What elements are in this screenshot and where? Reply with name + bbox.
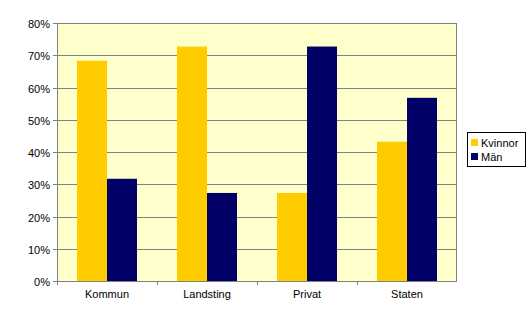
category-label: Kommun [85,288,129,300]
bar [107,179,137,281]
plot-area [57,23,457,281]
tick-label: 50% [28,115,50,127]
tick [53,120,57,121]
tick-label: 40% [28,147,50,159]
legend: Kvinnor Män [468,133,526,167]
bar [377,142,407,281]
grid-line [57,120,457,121]
bar [177,47,207,281]
bar [77,61,107,281]
bar [307,47,337,281]
plot-frame [58,24,457,282]
legend-label: Kvinnor [481,137,519,149]
legend-swatch [471,153,478,160]
grid-line [57,88,457,89]
legend-box [468,133,526,167]
tick [53,23,57,24]
chart: 0% 10% 20% 30% 40% 50% 60% 70% 80% Kommun Landstin… [0,0,529,321]
tick-label: 10% [28,244,50,256]
category-tick [57,281,58,285]
category-label: Privat [293,288,321,300]
bar [407,98,437,281]
category-label: Staten [391,288,423,300]
grid-line [57,55,457,56]
bars [77,47,437,281]
tick-label: 80% [28,18,50,30]
tick-label: 30% [28,179,50,191]
tick [53,55,57,56]
tick [53,184,57,185]
category-tick [257,281,258,285]
tick [53,249,57,250]
legend-swatch [471,139,478,146]
bar [277,193,307,281]
category-tick [357,281,358,285]
tick-label: 70% [28,50,50,62]
tick-label: 60% [28,83,50,95]
category-tick [157,281,158,285]
tick [53,217,57,218]
tick-label: 0% [34,276,50,288]
bar [207,193,237,281]
tick [53,281,57,282]
tick [53,152,57,153]
tick [53,88,57,89]
legend-label: Män [481,151,502,163]
tick-label: 20% [28,212,50,224]
category-label: Landsting [183,288,231,300]
